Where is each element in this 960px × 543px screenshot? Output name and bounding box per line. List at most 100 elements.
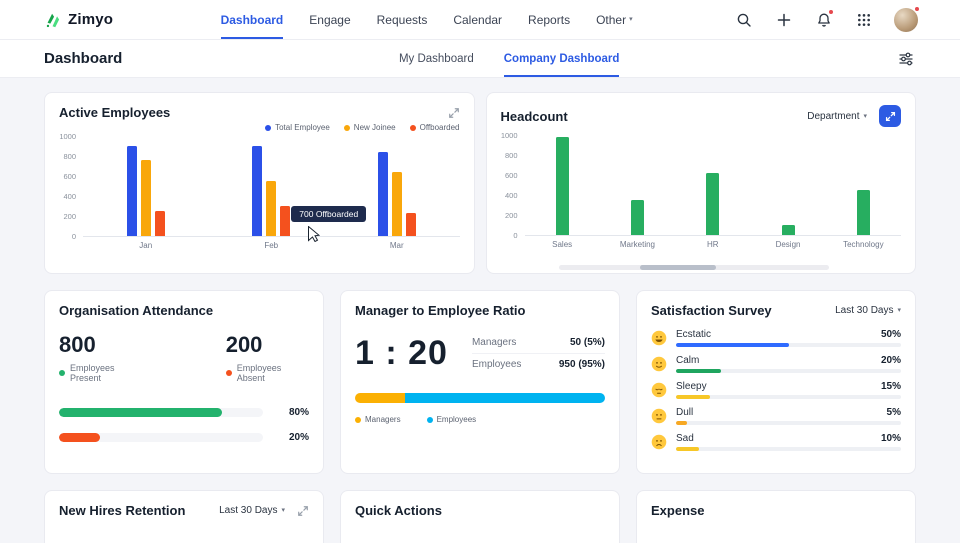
satisfaction-row-main: Sad 10%: [676, 433, 901, 451]
present-dot-icon: [59, 370, 65, 376]
mood-label: Sleepy: [676, 381, 707, 392]
filter-sliders-icon[interactable]: [896, 49, 916, 69]
avatar[interactable]: [894, 5, 920, 32]
nav-engage[interactable]: Engage: [309, 12, 351, 27]
bar-mar-new-joinee[interactable]: [391, 172, 402, 236]
expand-icon: [885, 111, 895, 121]
chevron-down-icon: ▾: [629, 16, 633, 23]
legend-item: Managers: [355, 415, 401, 424]
card-headcount: Headcount Department ▾ 0 200 400 600 800 1000…: [485, 92, 916, 274]
present-stat: 800 Employees Present: [59, 332, 146, 383]
notifications-icon[interactable]: [814, 8, 834, 30]
y-tick-label: 800: [504, 150, 518, 160]
bar-sales-headcount[interactable]: [555, 137, 569, 235]
filter-label: Last 30 Days: [835, 305, 894, 316]
nav-other[interactable]: Other ▾: [596, 0, 633, 39]
x-tick-label: Jan: [139, 241, 153, 250]
brand-logo[interactable]: Zimyo: [44, 11, 113, 29]
mood-progress-fill: [676, 343, 789, 347]
brand-name: Zimyo: [68, 11, 114, 28]
headcount-chart: 0 200 400 600 800 1000 Sales Marketing HR Design T…: [501, 131, 902, 249]
emoji-sad-icon: [651, 434, 667, 450]
card-title: Quick Actions: [355, 503, 442, 518]
mood-label: Dull: [676, 407, 694, 418]
bar-group: Marketing: [599, 136, 676, 249]
ratio-row-employees: Employees 950 (95%): [471, 353, 605, 375]
y-tick-label: 600: [63, 171, 76, 181]
tab-my-dashboard[interactable]: My Dashboard: [398, 52, 474, 65]
nav-requests[interactable]: Requests: [376, 12, 428, 27]
bar-group: Mar: [334, 137, 460, 250]
ratio-bar: [355, 393, 605, 403]
present-value: 800: [59, 332, 96, 357]
bar-technology-headcount[interactable]: [856, 190, 870, 235]
bar-mar-offboarded[interactable]: [405, 213, 416, 236]
ratio-list: Managers 50 (5%) Employees 950 (95%): [471, 332, 605, 375]
date-range-filter[interactable]: Last 30 Days ▾: [835, 305, 901, 316]
present-pct: 80%: [288, 407, 309, 418]
bar-jan-offboarded[interactable]: [154, 211, 165, 236]
plot-area: Sales Marketing HR Design Technology: [524, 136, 902, 249]
legend-item: Offboarded: [409, 123, 460, 132]
bar-design-headcount[interactable]: [781, 225, 795, 235]
nav-reports[interactable]: Reports: [528, 12, 571, 27]
y-tick-label: 1000: [59, 131, 76, 141]
bar-feb-total-employee[interactable]: [252, 146, 263, 236]
nav-calendar[interactable]: Calendar: [453, 12, 503, 27]
legend-item: Total Employee: [265, 123, 330, 132]
mood-progress: [676, 447, 901, 451]
y-tick-label: 800: [63, 151, 76, 161]
x-tick-label: Sales: [552, 240, 573, 249]
bar-group: HR: [675, 136, 751, 249]
expand-icon[interactable]: [297, 505, 309, 517]
absent-progress: [59, 433, 263, 442]
mouse-cursor-icon: [308, 226, 321, 242]
y-tick-label: 0: [513, 230, 518, 240]
managers-label: Managers: [471, 337, 517, 348]
ratio-bar-employees: [405, 393, 605, 403]
add-icon[interactable]: [774, 10, 794, 30]
avatar-badge: [914, 5, 920, 12]
bar-marketing-headcount[interactable]: [630, 200, 644, 235]
scrollbar-thumb[interactable]: [640, 265, 716, 270]
card-quick-actions: Quick Actions: [340, 490, 620, 543]
bar-hr-headcount[interactable]: [706, 173, 720, 235]
date-range-filter[interactable]: Last 30 Days ▾: [219, 505, 285, 516]
expand-icon[interactable]: [448, 107, 460, 119]
bar-jan-total-employee[interactable]: [126, 146, 137, 236]
expand-button[interactable]: [879, 105, 901, 127]
legend-dot-offboarded-icon: [409, 124, 416, 131]
satisfaction-row-main: Dull 5%: [676, 407, 901, 425]
card-new-hires-retention: New Hires Retention Last 30 Days ▾: [44, 490, 324, 543]
horizontal-scrollbar[interactable]: [559, 265, 830, 270]
x-tick-label: HR: [706, 240, 719, 249]
department-filter[interactable]: Department ▾: [807, 111, 867, 122]
search-icon[interactable]: [734, 10, 754, 30]
absent-stat: 200 Employees Absent: [225, 332, 309, 383]
apps-icon[interactable]: [854, 10, 874, 30]
mood-progress: [676, 395, 901, 399]
nav-dashboard[interactable]: Dashboard: [220, 0, 284, 39]
main-nav: Dashboard Engage Requests Calendar Repor…: [119, 0, 734, 39]
mood-label: Ecstatic: [676, 329, 712, 340]
bar-feb-offboarded[interactable]: [280, 206, 291, 236]
legend-label: Total Employee: [275, 123, 330, 132]
tab-company-dashboard[interactable]: Company Dashboard: [503, 40, 620, 77]
emoji-ecstatic-icon: [651, 330, 667, 346]
y-axis: 0 200 400 600 800 1000: [501, 131, 525, 238]
satisfaction-row-main: Sleepy 15%: [676, 381, 901, 399]
mood-progress: [676, 421, 901, 425]
bar-jan-new-joinee[interactable]: [140, 160, 151, 236]
bar-group: Technology: [825, 136, 901, 249]
card-title: Organisation Attendance: [59, 303, 214, 318]
notification-badge: [828, 8, 834, 15]
x-tick-label: Feb: [264, 241, 279, 250]
ratio-legend: Managers Employees: [355, 415, 605, 424]
bar-mar-total-employee[interactable]: [377, 152, 388, 236]
card-active-employees: Active Employees Total Employee New Join…: [44, 92, 475, 274]
bar-feb-new-joinee[interactable]: [266, 181, 277, 236]
zimyo-logo-icon: [46, 13, 60, 27]
filter-label: Last 30 Days: [219, 505, 278, 516]
legend-label: Employees: [436, 415, 477, 424]
bar-group: Feb: [208, 137, 334, 250]
